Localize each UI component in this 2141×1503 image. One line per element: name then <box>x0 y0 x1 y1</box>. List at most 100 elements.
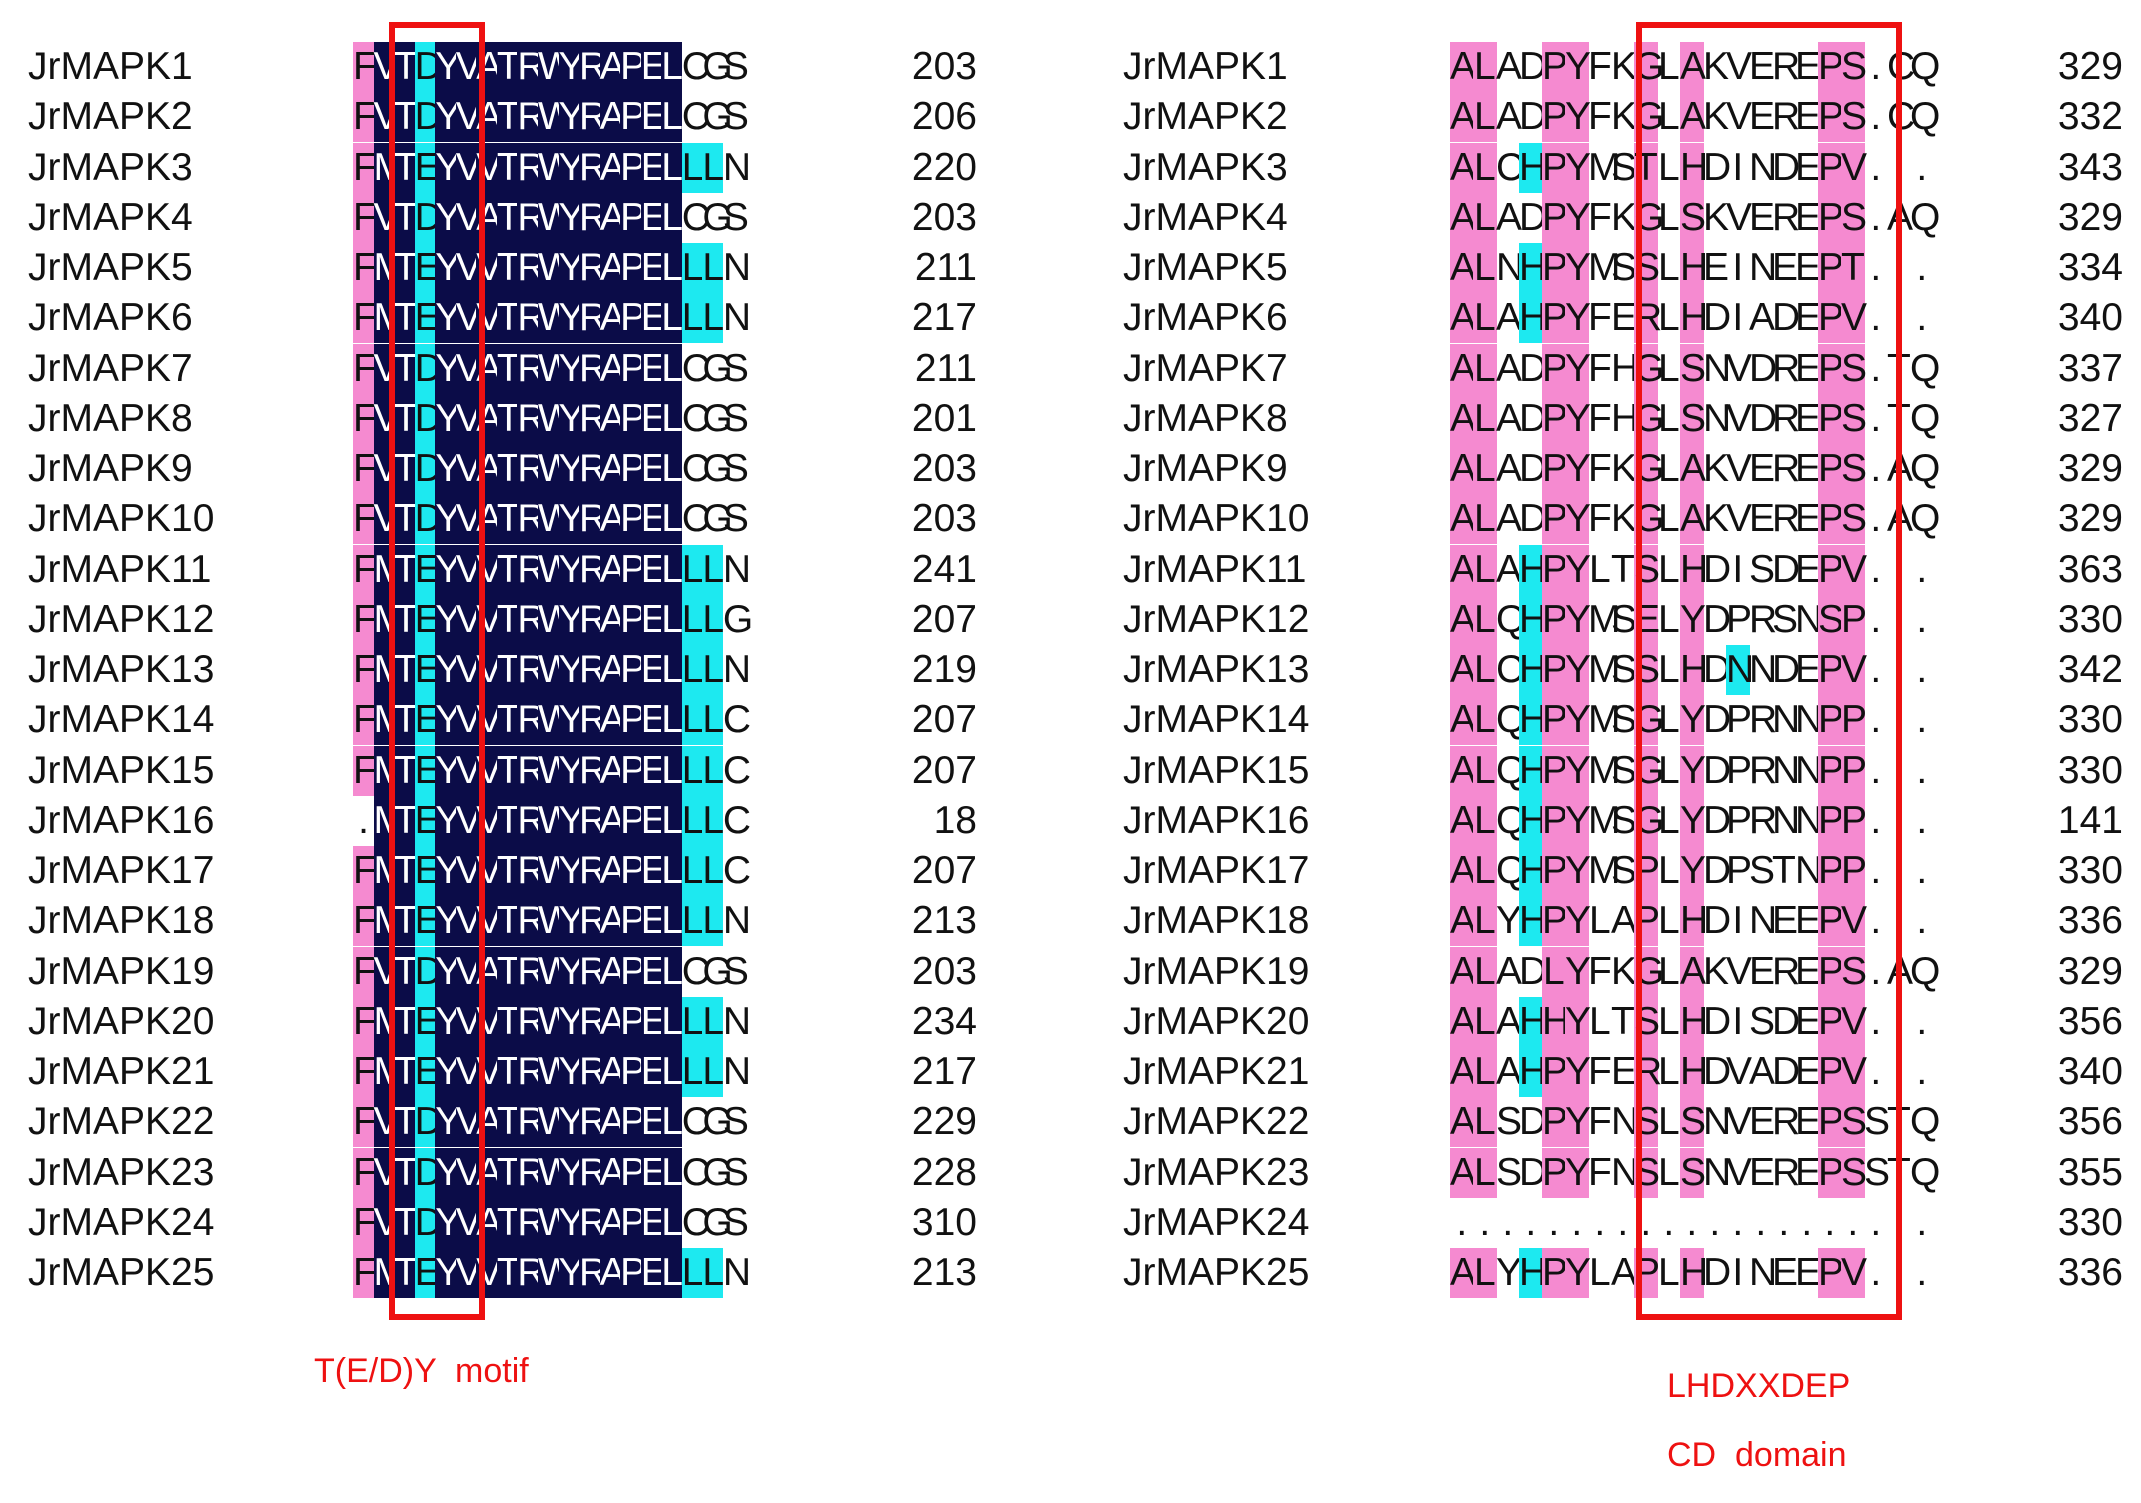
residue: A <box>1450 92 1476 143</box>
residue: A <box>1450 1047 1476 1097</box>
left-alignment-row: JrMAPK19 F V T D Y V A T R W Y R A P E L C G S 203 <box>0 946 2141 997</box>
residue: S <box>1841 393 1867 444</box>
residue: P <box>1542 243 1568 293</box>
residue: Y <box>1565 494 1591 545</box>
residue: D <box>1772 648 1801 691</box>
residue: P <box>1818 846 1844 896</box>
residue: F <box>1588 195 1612 239</box>
right-alignment-row: JrMAPK5 A L N H P Y M S S L H E I N E E P T... 334 <box>0 243 2141 293</box>
residue: Y <box>1565 695 1591 746</box>
residue: C <box>1496 145 1525 189</box>
residue: T <box>394 393 418 444</box>
residue: N <box>1749 648 1778 691</box>
sequence-name: JrMAPK22 <box>28 1100 215 1144</box>
left-alignment-row: JrMAPK22 F V T D Y V A T R W Y R A P E L C G S 229 <box>0 1097 2141 1148</box>
residue: E <box>1795 547 1822 591</box>
position-number: 203 <box>911 195 977 239</box>
residue: L <box>1473 645 1497 695</box>
residue: . <box>1916 798 1928 842</box>
residue: P <box>1542 544 1568 595</box>
residue: P <box>1542 343 1568 394</box>
residue: A <box>1749 1050 1776 1093</box>
residue: D <box>1772 145 1801 189</box>
residue: F <box>353 92 377 143</box>
sequence-name: JrMAPK8 <box>1123 396 1288 440</box>
residue: V <box>1726 45 1753 88</box>
residue: T <box>496 444 521 494</box>
residue: R <box>1772 497 1801 541</box>
residue: L <box>1588 899 1611 943</box>
position-number: 201 <box>911 396 977 440</box>
residue: K <box>1703 45 1730 88</box>
residue: Q <box>1910 447 1941 490</box>
position-number: 203 <box>911 45 977 88</box>
residue: H <box>1680 896 1708 947</box>
residue: A <box>1450 293 1476 344</box>
residue: K <box>1611 45 1638 88</box>
residue: L <box>1657 45 1680 88</box>
residue: F <box>1588 296 1612 340</box>
sequence-name: JrMAPK14 <box>28 698 215 742</box>
residue: Y <box>1565 243 1591 293</box>
residue: L <box>1473 896 1497 947</box>
position-number: 340 <box>2057 1050 2123 1093</box>
residue: S <box>1841 343 1867 394</box>
residue: T <box>1611 547 1635 591</box>
position-number: 356 <box>2057 1100 2123 1144</box>
right-alignment-row: JrMAPK2 A L A D P Y F K G L A K V E R E P S. C Q 332 <box>0 92 2141 143</box>
residue: S <box>1772 597 1799 641</box>
residue: A <box>1450 645 1476 695</box>
residue: Y <box>1680 745 1706 796</box>
sequence-name: JrMAPK1 <box>28 45 193 88</box>
residue: R <box>1749 748 1778 792</box>
residue: T <box>496 1097 521 1148</box>
residue: P <box>1818 142 1844 193</box>
residue: D <box>1703 849 1732 892</box>
residue: T <box>394 192 418 243</box>
residue: . <box>1870 949 1882 993</box>
residue: L <box>1657 1100 1680 1144</box>
residue: V <box>1726 396 1753 440</box>
position-number: 207 <box>911 698 977 742</box>
position-number: 337 <box>2057 346 2123 390</box>
residue: L <box>702 795 724 846</box>
residue: T <box>394 645 418 695</box>
residue: T <box>394 142 418 193</box>
residue: Y <box>1565 1248 1591 1298</box>
residue: M <box>1588 648 1621 691</box>
residue: F <box>353 846 377 896</box>
residue: P <box>1841 695 1867 746</box>
residue: Y <box>1565 92 1591 143</box>
residue: S <box>1496 1100 1523 1144</box>
residue: I <box>1732 246 1744 289</box>
residue: S <box>1611 145 1638 189</box>
residue: E <box>640 846 667 896</box>
position-number: 363 <box>2057 547 2123 591</box>
residue: A <box>1496 447 1523 490</box>
left-alignment-row: JrMAPK4 F V T D Y V A T R W Y R A P E L C G S 203 <box>0 192 2141 243</box>
residue: D <box>1703 698 1732 742</box>
residue: L <box>1588 1251 1611 1294</box>
residue: . <box>1916 899 1928 943</box>
residue: P <box>1841 846 1867 896</box>
residue: F <box>353 243 377 293</box>
residue: . <box>1916 547 1928 591</box>
position-number: 330 <box>2057 1200 2123 1244</box>
residue: H <box>1542 996 1570 1047</box>
residue: Y <box>1565 946 1591 997</box>
residue: A <box>1496 45 1523 88</box>
residue: S <box>1611 849 1638 892</box>
residue: L <box>681 745 704 796</box>
sequence-name: JrMAPK11 <box>1123 547 1307 591</box>
residue: R <box>1749 698 1778 742</box>
position-number: 234 <box>911 999 977 1043</box>
residue: P <box>1841 795 1867 846</box>
residue: . <box>1870 95 1882 139</box>
residue: Y <box>1565 996 1591 1047</box>
residue: E <box>1795 346 1822 390</box>
residue: D <box>1703 597 1732 641</box>
residue: F <box>353 745 377 796</box>
left-alignment-row: JrMAPK16. M T E Y V V T R W Y R A P E L L L C 18 <box>0 795 2141 846</box>
residue: E <box>414 695 441 746</box>
sequence-name: JrMAPK2 <box>28 95 193 139</box>
